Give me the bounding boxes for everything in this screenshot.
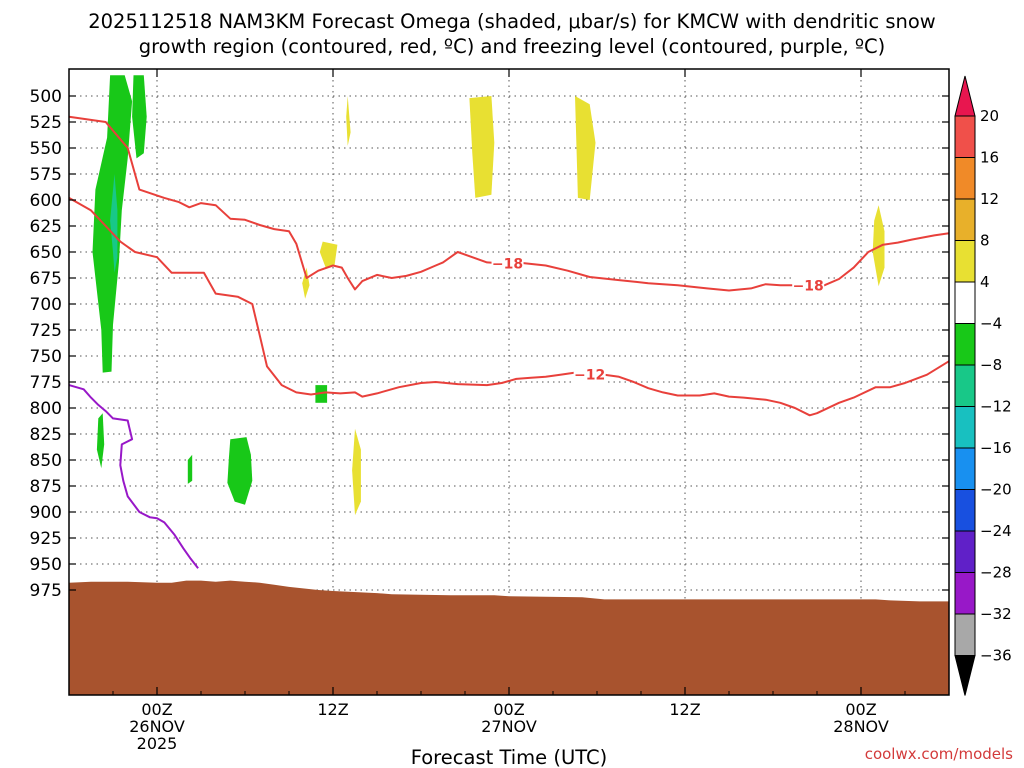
- y-tick-label-775: 775: [30, 373, 62, 393]
- omega-region-5: [227, 437, 253, 505]
- terrain-surface: [69, 580, 949, 695]
- y-tick-label-875: 875: [30, 477, 62, 497]
- colorbar-label-2: 12: [980, 190, 999, 208]
- colorbar-swatch-8: [954, 406, 976, 449]
- y-tick-label-975: 975: [30, 581, 62, 601]
- omega-region-11: [302, 267, 310, 299]
- colorbar-swatch-5: [954, 281, 976, 324]
- omega-region-8: [469, 96, 495, 198]
- colorbar-label-10: −24: [980, 522, 1012, 540]
- colorbar-swatch-10: [954, 489, 976, 532]
- omega-region-10: [319, 241, 338, 268]
- colorbar-bottom-arrow: [954, 655, 976, 696]
- x-tick-label-30-1: 00Z: [493, 700, 524, 719]
- omega-shading: [92, 75, 885, 516]
- x-tick-label-6-2: 26NOV: [129, 717, 185, 736]
- colorbar-label-9: −20: [980, 481, 1012, 499]
- temperature-contours: −18 −18 −12: [68, 115, 950, 569]
- colorbar: 20 16 12 8 4 −4 −8 −12 −16 −20 −24 −28 −32 −36: [954, 75, 1012, 696]
- y-tick-label-925: 925: [30, 529, 62, 549]
- contour-label-bg-0-1: [792, 276, 825, 294]
- x-tick-label-42-1: 12Z: [669, 700, 700, 719]
- x-tick-label-30-2: 27NOV: [481, 717, 537, 736]
- colorbar-swatch-3: [954, 198, 976, 241]
- credit-label: coolwx.com/models: [865, 745, 1013, 763]
- colorbar-label-3: 8: [980, 232, 990, 250]
- contour-label-0-1: −18: [793, 278, 824, 294]
- contour-label-bg-1-0: [573, 365, 606, 383]
- y-tick-label-950: 950: [30, 555, 62, 575]
- omega-region-3: [96, 413, 105, 469]
- colorbar-swatch-1: [954, 115, 976, 158]
- chart-title-line-2: growth region (contoured, red, ºC) and f…: [139, 35, 886, 58]
- omega-region-12: [352, 428, 361, 516]
- plot-area: −18 −18 −12: [68, 68, 950, 696]
- y-tick-label-850: 850: [30, 451, 62, 471]
- colorbar-label-11: −28: [980, 564, 1012, 582]
- omega-region-4: [187, 454, 193, 484]
- pressure-axis: 500 525 550 575 600 625 650 675 700 725 750 775 800 8…: [30, 87, 949, 601]
- x-tick-label-6-1: 00Z: [141, 700, 172, 719]
- colorbar-swatch-7: [954, 364, 976, 407]
- y-tick-label-525: 525: [30, 113, 62, 133]
- colorbar-swatch-4: [954, 240, 976, 283]
- contour-label-bg-0-0: [491, 254, 524, 272]
- colorbar-label-8: −16: [980, 439, 1012, 457]
- y-tick-label-650: 650: [30, 243, 62, 263]
- y-tick-label-675: 675: [30, 269, 62, 289]
- omega-region-2: [132, 75, 147, 159]
- y-tick-label-625: 625: [30, 217, 62, 237]
- chart-title-line-1: 2025112518 NAM3KM Forecast Omega (shaded…: [88, 10, 936, 33]
- x-tick-label-54-2: 28NOV: [833, 717, 889, 736]
- omega-region-7: [346, 96, 351, 146]
- colorbar-label-5: −4: [980, 315, 1002, 333]
- colorbar-label-0: 20: [980, 107, 999, 125]
- omega-region-13: [872, 205, 885, 287]
- contour-line-1: [68, 197, 950, 417]
- x-tick-label-54-1: 00Z: [845, 700, 876, 719]
- grid-lines: [69, 69, 949, 695]
- omega-region-9: [575, 96, 596, 200]
- colorbar-top-arrow: [954, 75, 976, 117]
- colorbar-label-7: −12: [980, 398, 1012, 416]
- colorbar-swatch-2: [954, 157, 976, 200]
- y-tick-label-700: 700: [30, 295, 62, 315]
- y-tick-label-600: 600: [30, 191, 62, 211]
- x-axis-label: Forecast Time (UTC): [411, 746, 608, 768]
- colorbar-label-12: −32: [980, 605, 1012, 623]
- colorbar-label-6: −8: [980, 356, 1002, 374]
- colorbar-swatch-11: [954, 530, 976, 573]
- colorbar-swatch-9: [954, 447, 976, 490]
- y-tick-label-750: 750: [30, 347, 62, 367]
- omega-region-1: [110, 174, 118, 273]
- colorbar-swatch-12: [954, 572, 976, 615]
- y-tick-label-500: 500: [30, 87, 62, 107]
- colorbar-label-4: 4: [980, 273, 990, 291]
- y-tick-label-800: 800: [30, 399, 62, 419]
- colorbar-label-1: 16: [980, 149, 999, 167]
- y-tick-label-825: 825: [30, 425, 62, 445]
- x-tick-label-6-3: 2025: [137, 734, 178, 753]
- y-tick-label-575: 575: [30, 165, 62, 185]
- terrain-fill: [69, 580, 949, 695]
- colorbar-swatch-13: [954, 613, 976, 656]
- colorbar-swatch-6: [954, 323, 976, 366]
- colorbar-label-13: −36: [980, 647, 1012, 665]
- contour-label-1-0: −12: [574, 368, 605, 384]
- y-tick-label-550: 550: [30, 139, 62, 159]
- y-tick-label-725: 725: [30, 321, 62, 341]
- contour-label-0-0: −18: [492, 256, 523, 272]
- x-tick-label-18-1: 12Z: [317, 700, 348, 719]
- y-tick-label-900: 900: [30, 503, 62, 523]
- contour-line-2: [68, 384, 199, 569]
